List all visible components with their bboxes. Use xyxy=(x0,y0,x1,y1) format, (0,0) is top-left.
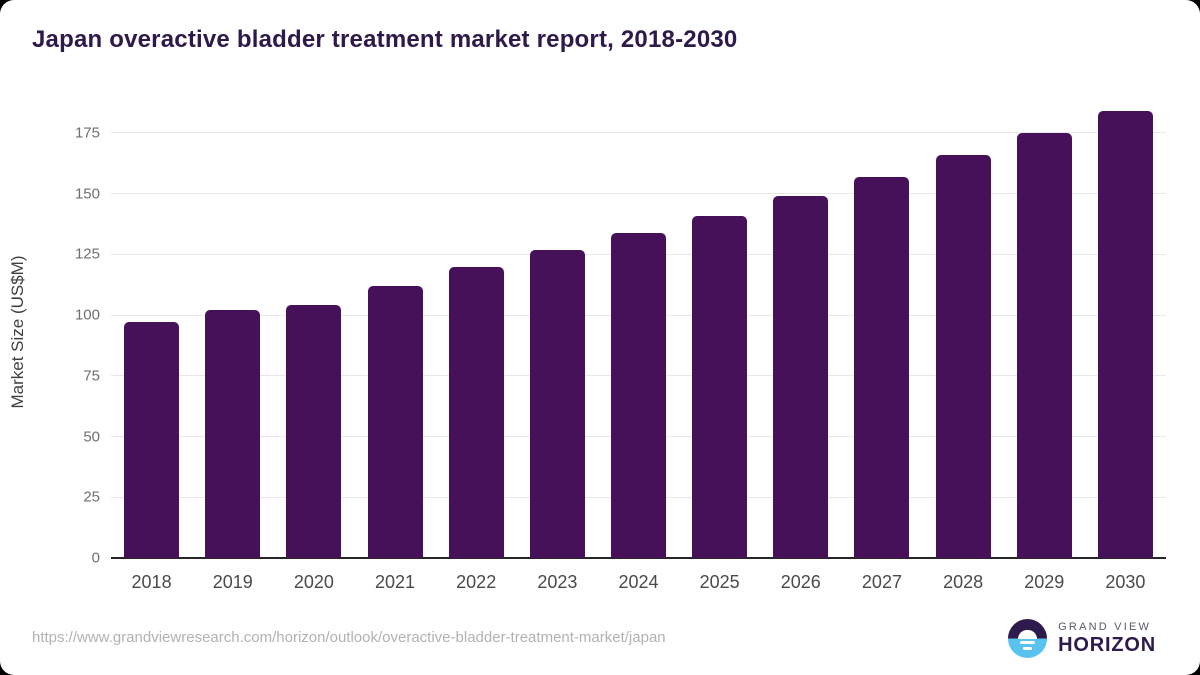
logo-text-horizon: HORIZON xyxy=(1058,633,1156,656)
sun-icon xyxy=(1018,629,1038,639)
y-tick-label-150: 150 xyxy=(74,185,100,203)
source-url: https://www.grandviewresearch.com/horizo… xyxy=(32,629,666,646)
bar-2029[interactable] xyxy=(1016,132,1072,558)
y-tick-label-25: 25 xyxy=(83,488,100,506)
grand-view-horizon-logo: GRAND VIEW HORIZON xyxy=(1008,619,1156,658)
y-tick-label-100: 100 xyxy=(74,306,100,324)
horizon-logo-icon xyxy=(1008,619,1048,658)
y-tick-label-0: 0 xyxy=(91,549,100,567)
x-tick-label-2022: 2022 xyxy=(456,572,497,592)
bar-2025[interactable] xyxy=(692,215,748,558)
bar-2019[interactable] xyxy=(205,310,261,558)
sun-reflection-line xyxy=(1023,647,1033,650)
x-tick-label-2021: 2021 xyxy=(375,572,416,592)
y-axis-label: Market Size (US$M) xyxy=(8,255,27,409)
y-tick-label-75: 75 xyxy=(83,367,100,385)
x-tick-label-2018: 2018 xyxy=(131,572,172,592)
gridline-150 xyxy=(111,193,1166,195)
bar-2023[interactable] xyxy=(529,249,585,558)
x-tick-label-2020: 2020 xyxy=(293,572,334,592)
x-tick-label-2026: 2026 xyxy=(780,572,821,592)
bar-2022[interactable] xyxy=(448,266,504,558)
bar-2030[interactable] xyxy=(1097,111,1153,558)
bar-2024[interactable] xyxy=(611,232,666,558)
x-tick-label-2023: 2023 xyxy=(537,572,578,592)
logo-text: GRAND VIEW HORIZON xyxy=(1058,621,1156,655)
y-tick-label-175: 175 xyxy=(74,124,100,142)
y-tick-label-125: 125 xyxy=(74,245,100,263)
x-tick-label-2027: 2027 xyxy=(861,572,902,592)
bar-2021[interactable] xyxy=(367,285,423,558)
bar-chart-plot-area: 0 25 50 75 100 125 150 175 2018 2019 2020 2021 2022 2… xyxy=(75,105,1166,592)
bar-2018[interactable] xyxy=(124,322,180,558)
logo-text-grand-view: GRAND VIEW xyxy=(1058,621,1152,634)
gridline-175 xyxy=(111,132,1166,134)
x-tick-label-2030: 2030 xyxy=(1105,572,1146,592)
bar-2020[interactable] xyxy=(286,305,342,558)
sun-reflection-line xyxy=(1020,641,1036,644)
x-tick-label-2025: 2025 xyxy=(699,572,740,592)
bar-2027[interactable] xyxy=(854,176,910,558)
chart-title: Japan overactive bladder treatment marke… xyxy=(32,26,738,53)
x-tick-label-2029: 2029 xyxy=(1024,572,1065,592)
x-tick-label-2019: 2019 xyxy=(212,572,253,592)
y-tick-label-50: 50 xyxy=(83,428,100,446)
bar-2026[interactable] xyxy=(773,196,829,558)
x-tick-label-2028: 2028 xyxy=(943,572,984,592)
x-tick-label-2024: 2024 xyxy=(618,572,659,592)
x-axis-line xyxy=(111,557,1166,559)
bar-2028[interactable] xyxy=(935,154,991,558)
